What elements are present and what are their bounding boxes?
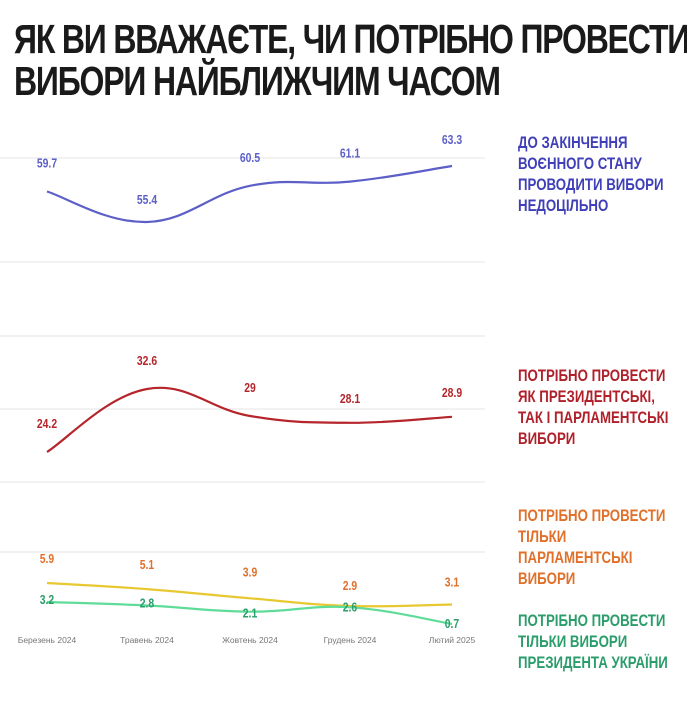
data-label: 2.9 xyxy=(343,579,358,593)
legend-line: ТІЛЬКИ ВИБОРИ xyxy=(518,632,628,651)
data-label: 55.4 xyxy=(137,193,158,207)
legend-line: ПОТРІБНО ПРОВЕСТИ xyxy=(518,366,666,385)
data-label: 28.9 xyxy=(442,386,463,400)
legend-line: ВИБОРИ xyxy=(518,569,576,588)
data-label: 5.9 xyxy=(40,552,55,566)
data-label: 0.7 xyxy=(445,617,460,631)
data-label: 2.1 xyxy=(243,607,258,621)
data-label: 61.1 xyxy=(340,147,361,161)
legend-entry-series-3: ПОТРІБНО ПРОВЕСТИ ТІЛЬКИ ПАРЛАМЕНТСЬКІ В… xyxy=(518,505,666,589)
legend-line: ДО ЗАКІНЧЕННЯ xyxy=(518,133,628,152)
chart-title-line-2: ВИБОРИ НАЙБЛИЖЧИМ ЧАСОМ xyxy=(14,58,501,104)
data-label: 28.1 xyxy=(340,392,361,406)
legend-line: ПОТРІБНО ПРОВЕСТИ xyxy=(518,506,666,525)
data-label: 5.1 xyxy=(140,558,155,572)
data-label: 32.6 xyxy=(137,354,158,368)
data-label: 29 xyxy=(244,381,256,395)
data-label: 63.3 xyxy=(442,133,463,147)
x-tick-label: Грудень 2024 xyxy=(324,635,377,645)
legend-line: ПОТРІБНО ПРОВЕСТИ xyxy=(518,611,666,630)
legend-line: ТІЛЬКИ xyxy=(518,527,567,546)
legend-line: ЯК ПРЕЗИДЕНТСЬКІ, xyxy=(518,387,655,406)
series-line-2 xyxy=(46,386,453,453)
legend-line: ВОЄННОГО СТАНУ xyxy=(518,154,642,173)
legend-entry-series-1: ДО ЗАКІНЧЕННЯ ВОЄННОГО СТАНУ ПРОВОДИТИ В… xyxy=(518,132,664,216)
data-label: 59.7 xyxy=(37,156,58,170)
legend-entry-series-4: ПОТРІБНО ПРОВЕСТИ ТІЛЬКИ ВИБОРИ ПРЕЗИДЕН… xyxy=(518,610,668,673)
legend-line: ПРОВОДИТИ ВИБОРИ xyxy=(518,175,664,194)
legend-line: ПРЕЗИДЕНТА УКРАЇНИ xyxy=(518,653,668,672)
data-label: 3.1 xyxy=(445,575,460,589)
series-line-1 xyxy=(46,164,453,224)
legend-line: ТАК І ПАРЛАМЕНТСЬКІ xyxy=(518,408,669,427)
x-tick-label: Березень 2024 xyxy=(18,635,77,645)
data-label: 60.5 xyxy=(240,151,261,165)
x-tick-label: Жовтень 2024 xyxy=(222,635,278,645)
data-label: 3.2 xyxy=(40,593,55,607)
legend-line: ВИБОРИ xyxy=(518,429,576,448)
data-label: 2.8 xyxy=(140,596,155,610)
legend-line: НЕДОЦІЛЬНО xyxy=(518,196,609,215)
legend-entry-series-2: ПОТРІБНО ПРОВЕСТИ ЯК ПРЕЗИДЕНТСЬКІ, ТАК … xyxy=(518,365,669,449)
x-tick-label: Травень 2024 xyxy=(120,635,174,645)
legend-line: ПАРЛАМЕНТСЬКІ xyxy=(518,548,633,567)
data-label: 3.9 xyxy=(243,565,258,579)
x-tick-label: Лютий 2025 xyxy=(429,635,476,645)
data-label: 24.2 xyxy=(37,417,58,431)
data-label: 2.6 xyxy=(343,600,358,614)
